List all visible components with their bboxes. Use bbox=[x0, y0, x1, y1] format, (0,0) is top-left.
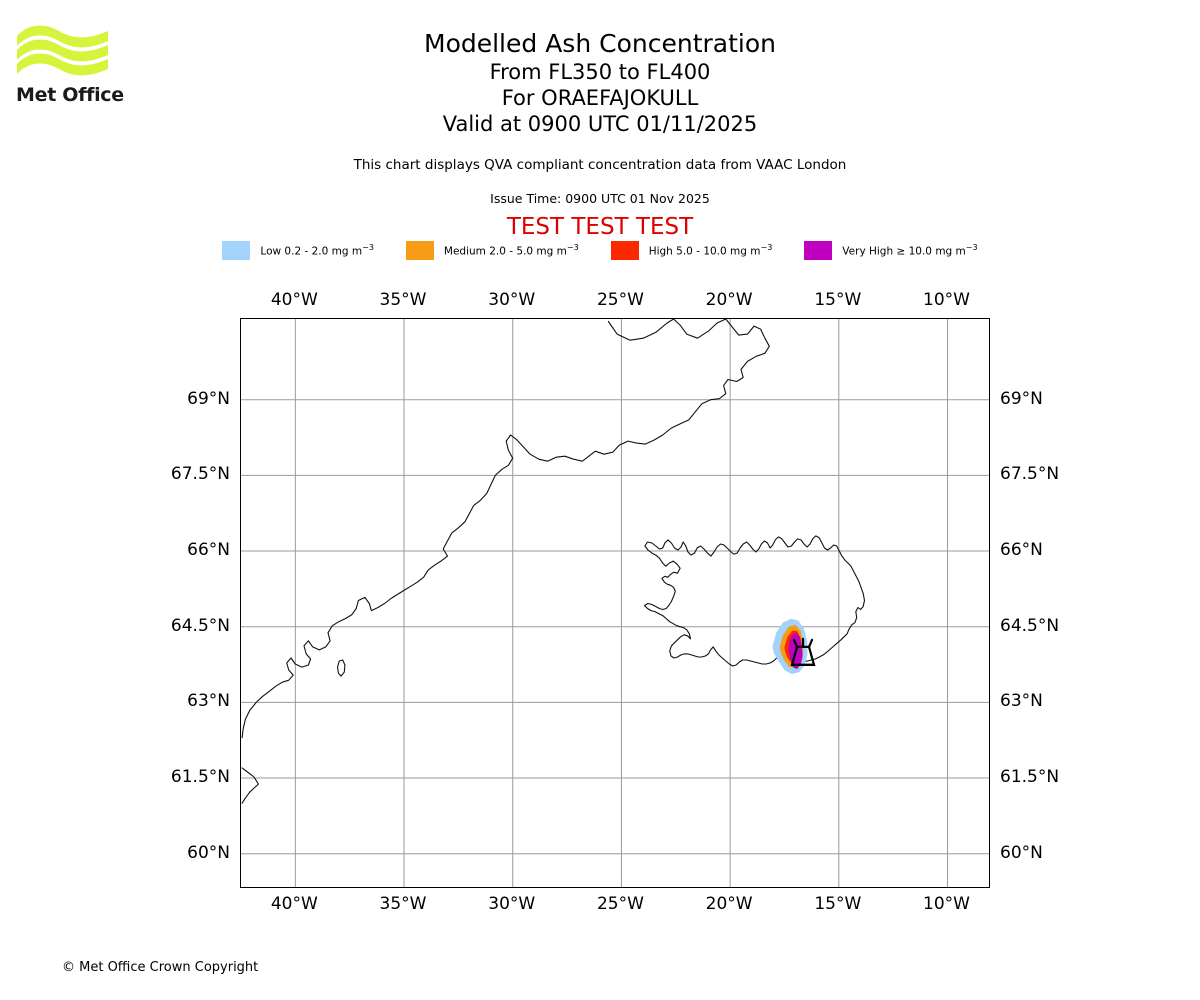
x-tick-label: 30°W bbox=[488, 894, 536, 914]
y-tick-label: 64.5°N bbox=[170, 615, 230, 636]
legend-label-medium: Medium 2.0 - 5.0 mg m−3 bbox=[443, 243, 579, 258]
copyright-notice: © Met Office Crown Copyright bbox=[62, 960, 259, 975]
x-tick-label: 40°W bbox=[270, 290, 318, 310]
map-canvas bbox=[241, 319, 989, 887]
y-tick-label: 60°N bbox=[1000, 842, 1043, 863]
y-tick-label: 63°N bbox=[1000, 691, 1043, 712]
y-tick-label: 67.5°N bbox=[170, 464, 230, 485]
title-block: Modelled Ash Concentration From FL350 to… bbox=[0, 28, 1200, 137]
legend-item-high: High 5.0 - 10.0 mg m−3 bbox=[610, 241, 773, 260]
legend-item-medium: Medium 2.0 - 5.0 mg m−3 bbox=[405, 241, 579, 260]
y-tick-label: 67.5°N bbox=[1000, 464, 1060, 485]
legend-swatch-medium bbox=[405, 241, 434, 260]
x-tick-label: 35°W bbox=[379, 894, 427, 914]
legend-item-low: Low 0.2 - 2.0 mg m−3 bbox=[222, 241, 374, 260]
coastline-path bbox=[241, 319, 770, 739]
valid-time-subtitle: Valid at 0900 UTC 01/11/2025 bbox=[442, 112, 758, 136]
y-tick-label: 63°N bbox=[187, 691, 230, 712]
volcano-marker bbox=[790, 637, 816, 666]
y-tick-label: 61.5°N bbox=[1000, 767, 1060, 788]
legend-swatch-low bbox=[222, 241, 251, 260]
flight-level-subtitle: From FL350 to FL400 bbox=[489, 60, 711, 84]
volcano-subtitle: For ORAEFAJOKULL bbox=[501, 86, 699, 110]
plot-frame bbox=[240, 318, 990, 888]
legend-label-very-high: Very High ≥ 10.0 mg m−3 bbox=[842, 243, 978, 258]
legend-label-high: High 5.0 - 10.0 mg m−3 bbox=[648, 243, 773, 258]
coastline-path bbox=[336, 659, 346, 677]
x-tick-label: 10°W bbox=[923, 894, 970, 914]
legend-swatch-high bbox=[610, 241, 639, 260]
y-tick-label: 60°N bbox=[187, 842, 230, 863]
test-banner: TEST TEST TEST bbox=[506, 214, 694, 240]
x-tick-label: 15°W bbox=[814, 894, 862, 914]
issue-time: Issue Time: 0900 UTC 01 Nov 2025 bbox=[490, 191, 710, 206]
x-tick-label: 20°W bbox=[705, 290, 753, 310]
x-tick-label: 15°W bbox=[814, 290, 862, 310]
x-tick-label: 25°W bbox=[596, 290, 644, 310]
ash-contour-layer bbox=[772, 618, 808, 675]
coastline-path bbox=[241, 767, 259, 804]
x-tick-label: 30°W bbox=[488, 290, 536, 310]
coastlines bbox=[241, 319, 866, 804]
legend-swatch-very-high bbox=[804, 241, 833, 260]
x-tick-label: 40°W bbox=[270, 894, 318, 914]
met-office-wordmark: Met Office bbox=[16, 84, 124, 106]
y-tick-label: 66°N bbox=[187, 540, 230, 561]
x-tick-label: 25°W bbox=[596, 894, 644, 914]
met-office-logo: Met Office bbox=[10, 22, 200, 117]
y-tick-label: 64.5°N bbox=[1000, 615, 1060, 636]
y-tick-label: 66°N bbox=[1000, 540, 1043, 561]
y-tick-label: 61.5°N bbox=[170, 767, 230, 788]
volcano-glyph-icon bbox=[790, 637, 816, 666]
chart-note: This chart displays QVA compliant concen… bbox=[353, 157, 847, 173]
map-gridlines bbox=[241, 319, 989, 887]
x-tick-label: 10°W bbox=[923, 290, 970, 310]
coastline-path bbox=[643, 535, 866, 667]
page-title: Modelled Ash Concentration bbox=[424, 29, 776, 58]
concentration-legend: Low 0.2 - 2.0 mg m−3 Medium 2.0 - 5.0 mg … bbox=[0, 241, 1200, 260]
x-tick-label: 35°W bbox=[379, 290, 427, 310]
map-plot: 40°W 40°W 35°W 35°W 30°W 30°W 25°W 25°W 20°W 20°W… bbox=[171, 290, 1059, 914]
x-tick-label: 20°W bbox=[705, 894, 753, 914]
y-tick-label: 69°N bbox=[187, 388, 230, 409]
y-tick-label: 69°N bbox=[1000, 388, 1043, 409]
legend-item-very-high: Very High ≥ 10.0 mg m−3 bbox=[804, 241, 978, 260]
legend-label-low: Low 0.2 - 2.0 mg m−3 bbox=[260, 243, 374, 258]
met-office-waves-icon bbox=[17, 25, 108, 76]
